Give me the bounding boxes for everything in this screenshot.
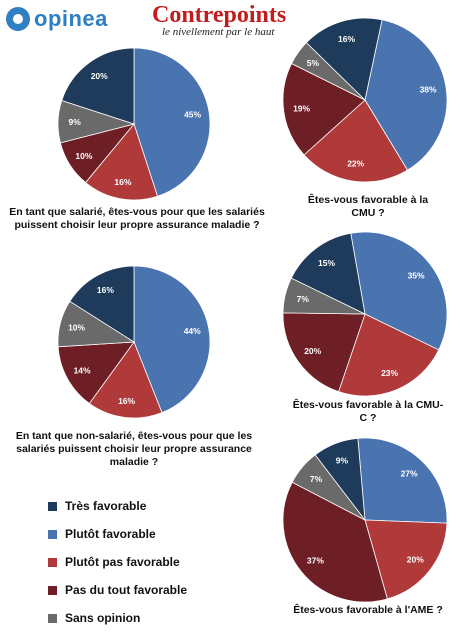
question-4: Êtes-vous favorable à la CMU-C ?	[292, 399, 444, 424]
legend-swatch	[48, 613, 57, 623]
pie-slice-label: 16%	[118, 396, 135, 406]
legend-label: Plutôt favorable	[65, 527, 156, 541]
pie-slice	[84, 123, 158, 201]
pie-slice-label: 9%	[336, 455, 349, 465]
pie-slice	[364, 19, 448, 171]
pie-slice-label: 16%	[114, 177, 131, 187]
pie-slice	[282, 63, 366, 156]
opinea-logo: opinea	[6, 6, 108, 32]
pie-slice-label: 10%	[75, 151, 92, 161]
pie-slice-label: 38%	[420, 84, 437, 94]
pie-slice	[364, 519, 448, 600]
pie-slice-label: 45%	[184, 110, 201, 120]
pie-slice-label: 5%	[307, 58, 320, 68]
legend-label: Très favorable	[65, 499, 147, 513]
pie-slice-label: 7%	[297, 294, 310, 304]
pie-slice-label: 15%	[318, 258, 335, 268]
pie-slice-label: 35%	[408, 271, 425, 281]
pie-slice	[305, 17, 383, 101]
pie-slice	[282, 312, 366, 393]
legend-item: Plutôt favorable	[48, 520, 187, 548]
pie-slice-label: 9%	[69, 117, 82, 127]
pie-slice	[282, 481, 388, 603]
pie-slice-label: 27%	[401, 469, 418, 479]
contrepoints-tagline: le nivellement par le haut	[162, 26, 275, 38]
pie-slice-label: 20%	[304, 346, 321, 356]
question-5: Êtes-vous favorable à l'AME ?	[293, 604, 443, 616]
legend-swatch	[48, 557, 57, 567]
pie-slice	[57, 341, 135, 405]
legend-item: Sans opinion	[48, 604, 187, 632]
pie-slice-label: 16%	[338, 34, 355, 44]
legend-swatch	[48, 501, 57, 511]
question-1: En tant que salarié, êtes-vous pour que …	[9, 206, 265, 231]
pie-slice	[88, 341, 163, 419]
pie-slice	[350, 231, 448, 351]
pie-slice	[357, 437, 448, 524]
contrepoints-title: Contrepoints	[152, 2, 287, 28]
pie-slice-label: 20%	[91, 71, 108, 81]
opinea-logo-text: opinea	[34, 6, 108, 31]
pie-slice	[69, 265, 135, 343]
legend-swatch	[48, 585, 57, 595]
legend: Très favorable Plutôt favorable Plutôt p…	[48, 492, 187, 632]
pie-slice-label: 10%	[68, 322, 85, 332]
pie-slice-label: 44%	[184, 326, 201, 336]
pie-slice	[314, 437, 366, 522]
pie-slice	[133, 47, 211, 197]
pie-slice-label: 19%	[293, 104, 310, 114]
legend-item: Très favorable	[48, 492, 187, 520]
pie-slice-label: 14%	[74, 366, 91, 376]
legend-label: Plutôt pas favorable	[65, 555, 180, 569]
pie-slice-label: 16%	[97, 285, 114, 295]
contrepoints-logo: Contrepoints le nivellement par le haut	[152, 2, 286, 38]
legend-item: Plutôt pas favorable	[48, 548, 187, 576]
legend-swatch	[48, 529, 57, 539]
opinea-logo-icon	[6, 7, 30, 31]
pie-slice	[133, 265, 211, 414]
legend-label: Pas du tout favorable	[65, 583, 188, 597]
pie-slice-label: 7%	[310, 474, 323, 484]
pie-slice-label: 22%	[347, 158, 364, 168]
pie-slice	[290, 232, 366, 315]
pie-slice	[61, 47, 135, 125]
pie-slice-label: 20%	[407, 555, 424, 565]
question-3: En tant que non-salarié, êtes-vous pour …	[15, 430, 253, 468]
pie-slice-label: 23%	[381, 368, 398, 378]
header: opinea Contrepoints le nivellement par l…	[0, 0, 460, 46]
pie-slice	[303, 99, 409, 183]
legend-label: Sans opinion	[65, 611, 141, 625]
question-2: Êtes-vous favorable à la CMU ?	[307, 194, 429, 219]
pie-slice-label: 37%	[307, 555, 324, 565]
legend-item: Pas du tout favorable	[48, 576, 187, 604]
pie-slice	[338, 313, 440, 397]
